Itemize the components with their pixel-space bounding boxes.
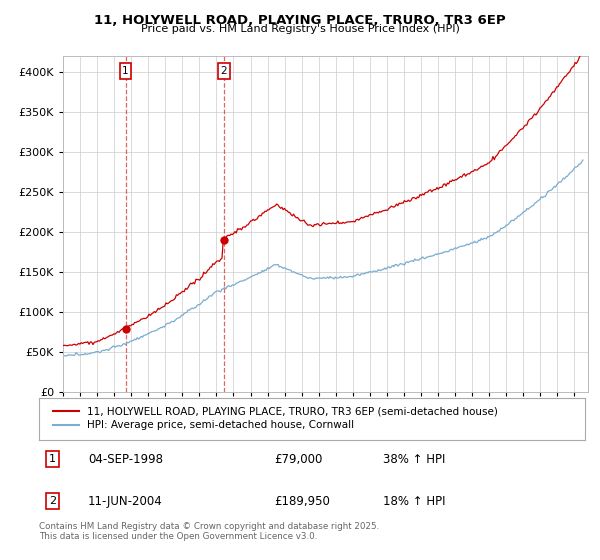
Text: 18% ↑ HPI: 18% ↑ HPI [383,495,445,508]
Text: 38% ↑ HPI: 38% ↑ HPI [383,452,445,465]
Text: 1: 1 [122,66,129,76]
Text: £189,950: £189,950 [274,495,329,508]
Text: 2: 2 [49,496,56,506]
Text: £79,000: £79,000 [274,452,322,465]
Text: 1: 1 [49,454,56,464]
Text: 11, HOLYWELL ROAD, PLAYING PLACE, TRURO, TR3 6EP: 11, HOLYWELL ROAD, PLAYING PLACE, TRURO,… [94,14,506,27]
Text: 2: 2 [221,66,227,76]
Text: 11-JUN-2004: 11-JUN-2004 [88,495,163,508]
Text: 04-SEP-1998: 04-SEP-1998 [88,452,163,465]
Text: Price paid vs. HM Land Registry's House Price Index (HPI): Price paid vs. HM Land Registry's House … [140,24,460,34]
Legend: 11, HOLYWELL ROAD, PLAYING PLACE, TRURO, TR3 6EP (semi-detached house), HPI: Ave: 11, HOLYWELL ROAD, PLAYING PLACE, TRURO,… [50,404,501,433]
Text: Contains HM Land Registry data © Crown copyright and database right 2025.
This d: Contains HM Land Registry data © Crown c… [39,522,379,542]
